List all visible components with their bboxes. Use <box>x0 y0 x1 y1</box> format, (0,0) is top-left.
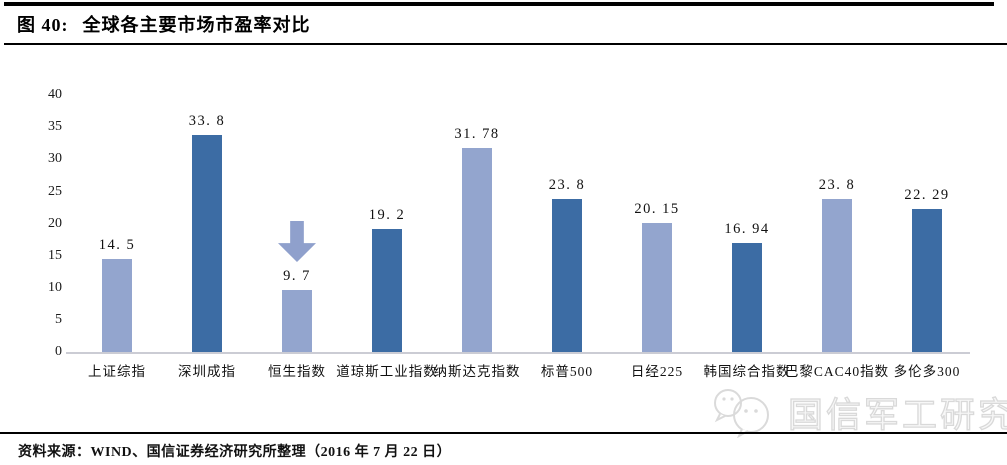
category-label: 巴黎CAC40指数 <box>784 364 890 379</box>
bar <box>102 259 132 352</box>
bar <box>282 290 312 352</box>
footer-rule <box>0 432 1007 434</box>
y-tick-label: 30 <box>48 151 62 167</box>
bar-value-label: 31. 78 <box>454 126 500 142</box>
bar-value-label: 19. 2 <box>368 207 406 223</box>
y-tick-label: 0 <box>55 344 62 359</box>
bar-value-label: 33. 8 <box>188 113 226 129</box>
y-tick-label: 35 <box>48 119 62 135</box>
source-label: 资料来源： <box>18 445 91 460</box>
figure-number-label: 图 40: <box>17 15 69 35</box>
y-tick-label: 40 <box>48 87 62 103</box>
bar-value-label: 23. 8 <box>818 177 856 193</box>
source-text: WIND、国信证券经济研究所整理（2016 年 7 月 22 日） <box>90 445 452 460</box>
source-line: 资料来源：WIND、国信证券经济研究所整理（2016 年 7 月 22 日） <box>18 441 451 461</box>
bar-value-label: 16. 94 <box>724 221 770 237</box>
category-label: 上证综指 <box>88 364 146 379</box>
bar <box>822 199 852 352</box>
category-label: 恒生指数 <box>268 364 326 379</box>
figure-title-text: 全球各主要市场市盈率对比 <box>82 15 311 35</box>
down-arrow-icon <box>278 221 316 262</box>
y-tick-label: 25 <box>48 183 62 199</box>
title-underline-rule <box>4 43 1007 45</box>
category-label: 日经225 <box>630 364 684 379</box>
y-tick-label: 10 <box>48 279 62 295</box>
bar-value-label: 14. 5 <box>98 237 136 253</box>
category-label: 多伦多300 <box>893 364 961 379</box>
category-label: 道琼斯工业指数 <box>336 364 438 379</box>
y-tick-label: 20 <box>48 215 62 231</box>
bar <box>192 135 222 352</box>
category-label: 标普500 <box>540 364 594 379</box>
bar-value-label: 20. 15 <box>634 201 680 217</box>
category-label: 韩国综合指数 <box>703 364 791 379</box>
y-tick-label: 5 <box>55 311 62 327</box>
bar <box>732 243 762 352</box>
bar <box>912 209 942 352</box>
page-title: 图 40: 全球各主要市场市盈率对比 <box>17 11 311 37</box>
bar-value-label: 23. 8 <box>548 177 586 193</box>
y-tick-label: 15 <box>48 247 62 263</box>
top-border-rule <box>4 2 994 6</box>
bar-value-label: 9. 7 <box>283 268 311 284</box>
bar <box>462 148 492 352</box>
category-label: 深圳成指 <box>178 364 236 379</box>
bar <box>372 229 402 352</box>
bar-value-label: 22. 29 <box>904 187 950 203</box>
bar <box>642 223 672 352</box>
x-axis-baseline <box>66 352 970 354</box>
bar <box>552 199 582 352</box>
category-label: 纳斯达克指数 <box>433 364 521 379</box>
